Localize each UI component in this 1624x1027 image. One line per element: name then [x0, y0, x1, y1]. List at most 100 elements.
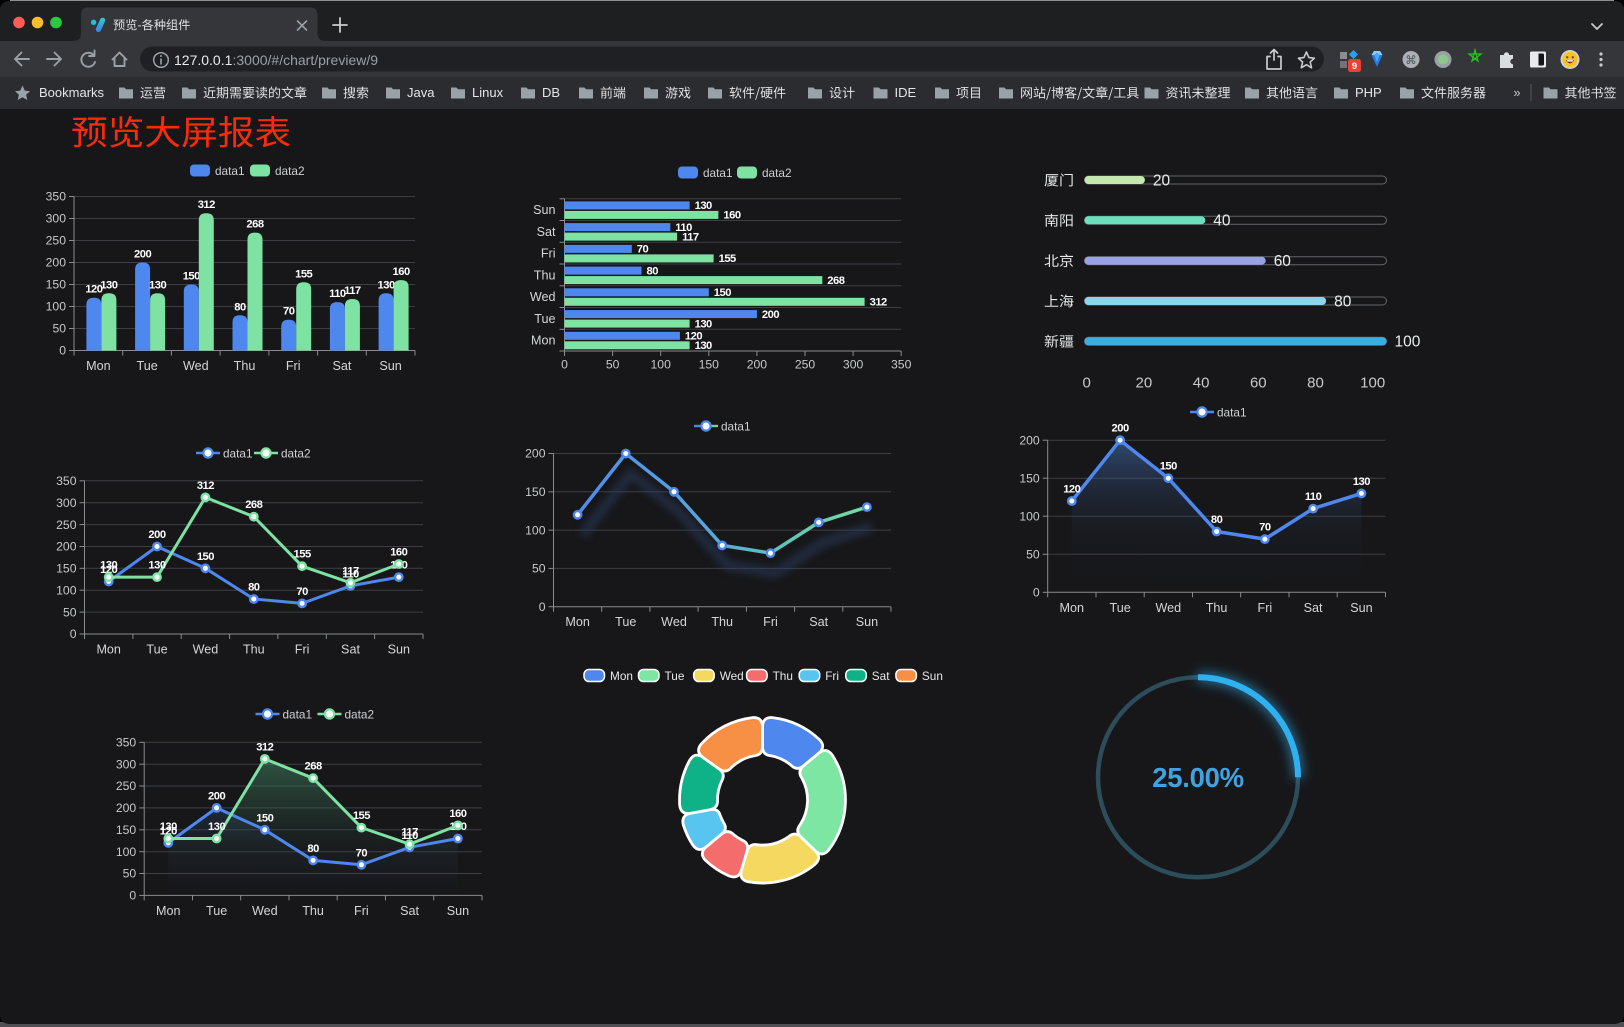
svg-text:Mon: Mon: [531, 334, 556, 348]
svg-text:data2: data2: [345, 707, 375, 721]
svg-text:Thu: Thu: [773, 669, 793, 683]
svg-text:200: 200: [134, 249, 151, 261]
svg-text:70: 70: [637, 244, 649, 256]
svg-text:117: 117: [342, 565, 359, 577]
svg-text:130: 130: [160, 821, 177, 833]
svg-text:Wed: Wed: [193, 643, 219, 657]
svg-text:60: 60: [1274, 253, 1292, 270]
svg-text:Mon: Mon: [86, 359, 111, 373]
svg-text:200: 200: [56, 540, 77, 554]
svg-text:Thu: Thu: [302, 904, 324, 918]
svg-text:312: 312: [198, 199, 215, 211]
svg-text:Sun: Sun: [856, 615, 878, 629]
svg-text:120: 120: [85, 284, 102, 296]
svg-text:data1: data1: [1217, 405, 1247, 419]
svg-text:IDE: IDE: [895, 85, 917, 100]
svg-text:data1: data1: [215, 164, 245, 178]
svg-text:120: 120: [685, 331, 702, 343]
svg-text:60: 60: [1250, 375, 1267, 392]
svg-text:150: 150: [46, 278, 67, 292]
svg-text:300: 300: [46, 212, 67, 226]
svg-text:200: 200: [747, 358, 768, 372]
svg-text:150: 150: [256, 812, 273, 824]
svg-text:50: 50: [63, 605, 77, 619]
svg-text:150: 150: [116, 823, 137, 837]
svg-text:»: »: [1513, 85, 1520, 100]
svg-text:9: 9: [1352, 61, 1357, 72]
svg-text:200: 200: [148, 529, 165, 541]
svg-text:Sun: Sun: [379, 359, 401, 373]
svg-text:0: 0: [129, 889, 136, 903]
svg-text:200: 200: [46, 256, 67, 270]
svg-text:Tue: Tue: [136, 359, 157, 373]
svg-text:Sun: Sun: [922, 669, 943, 683]
svg-text:130: 130: [695, 200, 712, 212]
svg-text:Linux: Linux: [472, 85, 504, 100]
svg-text:80: 80: [1334, 293, 1352, 310]
svg-text:268: 268: [246, 219, 263, 231]
svg-text:50: 50: [1026, 548, 1040, 562]
svg-text:130: 130: [695, 340, 712, 352]
svg-text:50: 50: [606, 358, 620, 372]
svg-text:Wed: Wed: [530, 290, 556, 304]
svg-text:data2: data2: [275, 164, 305, 178]
svg-text:Fri: Fri: [825, 669, 839, 683]
svg-text:Fri: Fri: [541, 247, 556, 261]
svg-text:110: 110: [401, 830, 418, 842]
svg-text:40: 40: [1213, 213, 1231, 230]
svg-text:50: 50: [532, 562, 546, 576]
svg-text:312: 312: [870, 297, 887, 309]
svg-text:Sat: Sat: [1304, 601, 1323, 615]
svg-text:data2: data2: [281, 446, 311, 460]
svg-text:Sun: Sun: [447, 904, 469, 918]
svg-text:70: 70: [296, 586, 308, 598]
svg-text:150: 150: [183, 271, 200, 283]
svg-text:70: 70: [283, 306, 295, 318]
svg-text:155: 155: [719, 253, 736, 265]
svg-text:Wed: Wed: [720, 669, 744, 683]
svg-text:Wed: Wed: [661, 615, 687, 629]
svg-text:data1: data1: [721, 419, 751, 433]
svg-text:Mon: Mon: [156, 904, 181, 918]
svg-text:160: 160: [449, 808, 466, 820]
svg-text:80: 80: [1307, 375, 1324, 392]
svg-text:Tue: Tue: [1109, 601, 1130, 615]
svg-text:0: 0: [561, 358, 568, 372]
svg-text:Fri: Fri: [354, 904, 369, 918]
svg-text:160: 160: [723, 210, 740, 222]
svg-text:data1: data1: [703, 166, 733, 180]
svg-text:200: 200: [762, 309, 779, 321]
svg-text:200: 200: [1019, 433, 1040, 447]
svg-text:312: 312: [197, 480, 214, 492]
svg-text:250: 250: [46, 234, 67, 248]
svg-text:127.0.0.1: 127.0.0.1: [174, 52, 233, 68]
svg-text:Tue: Tue: [615, 615, 636, 629]
svg-text:80: 80: [248, 582, 260, 594]
svg-text:150: 150: [1160, 461, 1177, 473]
svg-text:130: 130: [208, 821, 225, 833]
svg-text:110: 110: [675, 222, 692, 234]
svg-text:350: 350: [56, 474, 77, 488]
svg-text:⌘: ⌘: [1405, 54, 1417, 67]
svg-text:Thu: Thu: [711, 615, 733, 629]
svg-text:268: 268: [245, 499, 262, 511]
svg-text:Thu: Thu: [243, 643, 265, 657]
svg-text:Tue: Tue: [665, 669, 685, 683]
svg-text:Sat: Sat: [332, 359, 351, 373]
svg-text::3000/#/chart/preview/9: :3000/#/chart/preview/9: [233, 52, 379, 68]
svg-text:130: 130: [148, 560, 165, 572]
svg-text:130: 130: [695, 318, 712, 330]
svg-text:312: 312: [256, 741, 273, 753]
svg-text:100: 100: [116, 845, 137, 859]
svg-text:Thu: Thu: [1206, 601, 1228, 615]
svg-text:Sat: Sat: [341, 643, 360, 657]
svg-text:20: 20: [1153, 172, 1171, 189]
svg-text:100: 100: [56, 583, 77, 597]
svg-text:150: 150: [56, 562, 77, 576]
svg-text:160: 160: [390, 547, 407, 559]
svg-text:Wed: Wed: [183, 359, 209, 373]
svg-text:100: 100: [46, 300, 67, 314]
svg-text:200: 200: [525, 447, 546, 461]
svg-text:150: 150: [714, 287, 731, 299]
svg-text:0: 0: [70, 627, 77, 641]
